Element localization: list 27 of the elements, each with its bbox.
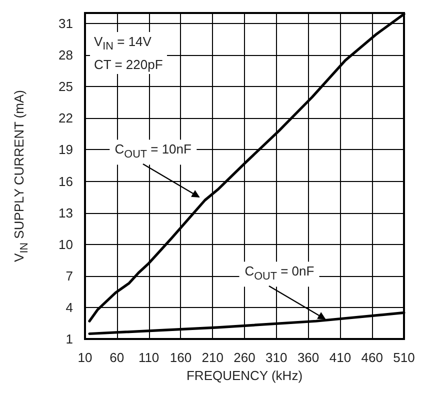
x-tick-label: 210 <box>202 350 224 365</box>
x-tick-label: 260 <box>234 350 256 365</box>
y-tick-label: 13 <box>58 205 73 220</box>
x-tick-label: 110 <box>138 350 160 365</box>
y-tick-label: 16 <box>58 174 73 189</box>
y-tick-label: 22 <box>58 110 73 126</box>
x-tick-label: 510 <box>393 350 415 365</box>
y-tick-label: 4 <box>66 300 73 315</box>
y-tick-label: 25 <box>58 79 73 94</box>
y-tick-label: 10 <box>58 236 73 252</box>
x-tick-label: 360 <box>297 350 320 365</box>
annotation: CT = 220pF <box>94 56 163 73</box>
x-tick-label: 10 <box>78 350 92 365</box>
x-tick-label: 460 <box>361 350 383 365</box>
y-tick-label: 28 <box>58 48 73 63</box>
x-tick-label: 160 <box>170 350 192 365</box>
x-tick-label: 60 <box>110 350 124 365</box>
y-tick-label: 31 <box>58 16 73 32</box>
x-tick-label: 410 <box>329 350 352 365</box>
y-tick-label: 1 <box>66 332 73 346</box>
annotation: V$_{IN}$ = 14V <box>94 33 152 55</box>
annotation: C$_{OUT}$ = 0nF <box>240 262 320 286</box>
annotation: C$_{OUT}$ = 10nF <box>110 140 196 164</box>
y-tick-label: 19 <box>58 142 73 158</box>
y-tick-label: 7 <box>66 268 73 284</box>
x-tick-label: 310 <box>266 350 288 365</box>
x-axis-title: FREQUENCY (kHz) <box>186 368 303 383</box>
